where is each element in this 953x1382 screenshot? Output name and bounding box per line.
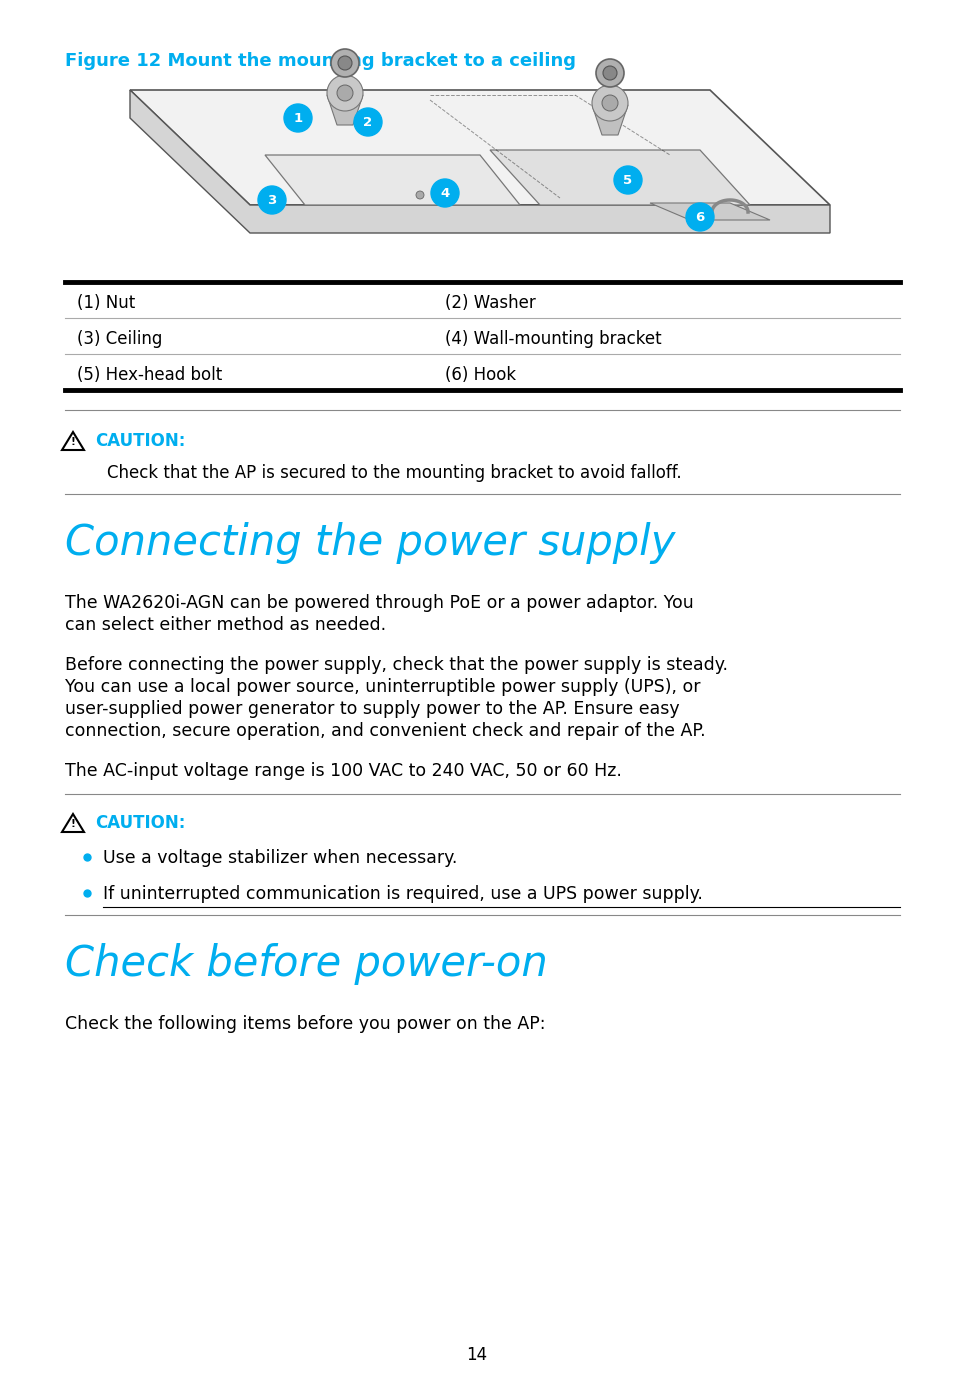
Text: Check that the AP is secured to the mounting bracket to avoid falloff.: Check that the AP is secured to the moun… xyxy=(107,464,680,482)
Circle shape xyxy=(685,203,713,231)
Text: If uninterrupted communication is required, use a UPS power supply.: If uninterrupted communication is requir… xyxy=(103,884,702,902)
Circle shape xyxy=(284,104,312,133)
Polygon shape xyxy=(327,95,363,124)
Text: Check before power-on: Check before power-on xyxy=(65,943,547,985)
Circle shape xyxy=(602,66,617,80)
Circle shape xyxy=(614,166,641,193)
Circle shape xyxy=(446,196,454,205)
Text: CAUTION:: CAUTION: xyxy=(95,814,185,832)
Text: You can use a local power source, uninterruptible power supply (UPS), or: You can use a local power source, uninte… xyxy=(65,679,700,697)
Circle shape xyxy=(327,75,363,111)
Circle shape xyxy=(431,180,458,207)
Polygon shape xyxy=(592,105,627,135)
Circle shape xyxy=(257,187,286,214)
Text: 6: 6 xyxy=(695,210,704,224)
Text: (5) Hex-head bolt: (5) Hex-head bolt xyxy=(77,366,222,384)
Text: 1: 1 xyxy=(294,112,302,124)
Text: connection, secure operation, and convenient check and repair of the AP.: connection, secure operation, and conven… xyxy=(65,721,705,739)
Text: Use a voltage stabilizer when necessary.: Use a voltage stabilizer when necessary. xyxy=(103,849,456,867)
Text: can select either method as needed.: can select either method as needed. xyxy=(65,616,386,634)
Text: CAUTION:: CAUTION: xyxy=(95,433,185,451)
Circle shape xyxy=(596,59,623,87)
Polygon shape xyxy=(130,90,829,205)
Circle shape xyxy=(337,57,352,70)
Text: Check the following items before you power on the AP:: Check the following items before you pow… xyxy=(65,1014,545,1032)
Polygon shape xyxy=(130,90,829,234)
Circle shape xyxy=(331,48,358,77)
Text: Connecting the power supply: Connecting the power supply xyxy=(65,522,675,564)
Text: The AC-input voltage range is 100 VAC to 240 VAC, 50 or 60 Hz.: The AC-input voltage range is 100 VAC to… xyxy=(65,761,621,779)
Text: 14: 14 xyxy=(466,1346,487,1364)
Text: (1) Nut: (1) Nut xyxy=(77,294,135,312)
Text: user-supplied power generator to supply power to the AP. Ensure easy: user-supplied power generator to supply … xyxy=(65,701,679,719)
Text: !: ! xyxy=(71,437,75,446)
Circle shape xyxy=(354,108,381,135)
Text: The WA2620i-AGN can be powered through PoE or a power adaptor. You: The WA2620i-AGN can be powered through P… xyxy=(65,594,693,612)
Circle shape xyxy=(592,86,627,122)
Polygon shape xyxy=(649,203,769,220)
Text: 2: 2 xyxy=(363,116,373,129)
Text: (4) Wall-mounting bracket: (4) Wall-mounting bracket xyxy=(444,330,661,348)
Text: !: ! xyxy=(71,820,75,829)
Circle shape xyxy=(601,95,618,111)
Text: Figure 12 Mount the mounting bracket to a ceiling: Figure 12 Mount the mounting bracket to … xyxy=(65,53,576,70)
Text: (2) Washer: (2) Washer xyxy=(444,294,536,312)
Text: 5: 5 xyxy=(622,174,632,187)
Text: (3) Ceiling: (3) Ceiling xyxy=(77,330,162,348)
Polygon shape xyxy=(265,155,519,205)
Circle shape xyxy=(336,86,353,101)
Text: 3: 3 xyxy=(267,193,276,206)
Polygon shape xyxy=(490,151,749,205)
Text: (6) Hook: (6) Hook xyxy=(444,366,516,384)
Circle shape xyxy=(416,191,423,199)
Text: Before connecting the power supply, check that the power supply is steady.: Before connecting the power supply, chec… xyxy=(65,656,727,674)
Text: 4: 4 xyxy=(440,187,449,199)
